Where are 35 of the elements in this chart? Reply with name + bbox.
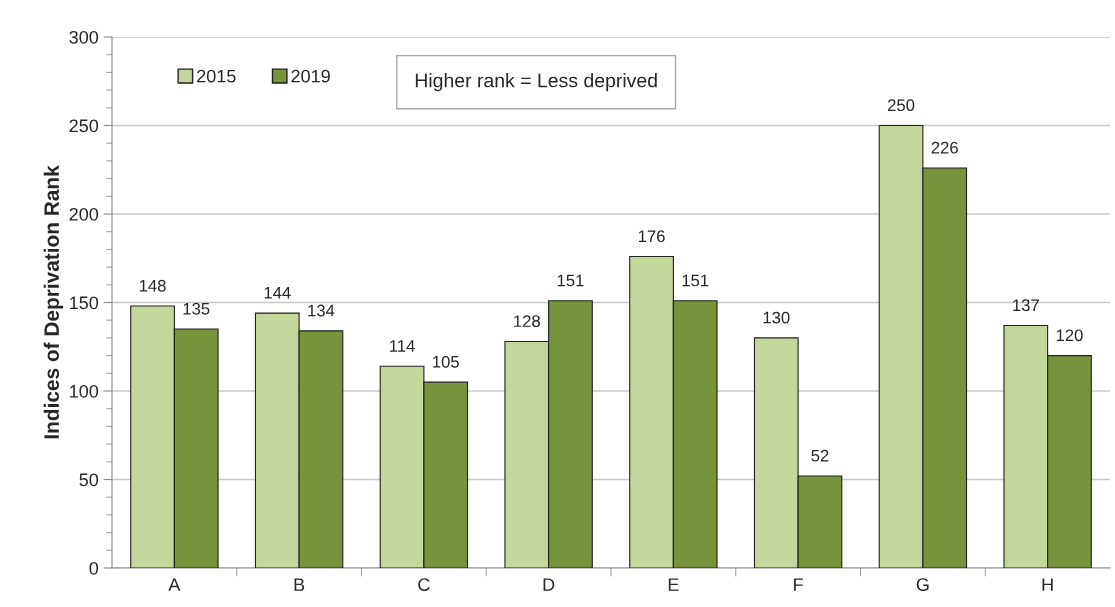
data-label: 148	[139, 279, 166, 292]
x-tick-label: H	[1042, 578, 1053, 591]
data-label: 250	[887, 99, 915, 112]
data-label: 151	[682, 274, 709, 287]
data-label: 128	[514, 315, 540, 328]
data-label: 130	[763, 311, 790, 324]
x-tick-label: B	[294, 578, 305, 591]
y-axis-title: Indices of Deprivation Rank	[43, 165, 64, 439]
x-tick-label: G	[916, 578, 929, 591]
data-label: 120	[1056, 329, 1083, 342]
data-label: 134	[308, 304, 335, 317]
data-label: 226	[931, 141, 958, 154]
y-tick-label: 150	[70, 296, 99, 310]
y-tick-label: 200	[69, 207, 99, 221]
x-tick-label: C	[418, 578, 430, 591]
data-label: 151	[557, 274, 584, 287]
x-tick-label: F	[794, 578, 803, 591]
y-tick-label: 300	[69, 30, 99, 44]
data-label: 135	[183, 302, 210, 315]
data-label: 52	[811, 449, 829, 462]
data-label: 105	[433, 355, 459, 368]
x-tick-label: D	[543, 578, 555, 591]
annotation: Higher rank = Less deprived	[415, 73, 657, 92]
x-tick-label: A	[168, 578, 181, 591]
data-label: 137	[1013, 299, 1039, 312]
y-tick-label: 50	[79, 473, 99, 487]
y-tick-label: 100	[70, 384, 99, 398]
y-tick-label: 250	[69, 119, 99, 133]
legend-label: 2019	[291, 69, 330, 83]
data-label: 114	[390, 340, 415, 352]
x-tick-label: E	[668, 578, 679, 591]
y-tick-label: 0	[89, 561, 99, 575]
legend-label: 2015	[197, 69, 236, 83]
data-label: 144	[264, 287, 291, 299]
data-label: 176	[638, 230, 665, 243]
